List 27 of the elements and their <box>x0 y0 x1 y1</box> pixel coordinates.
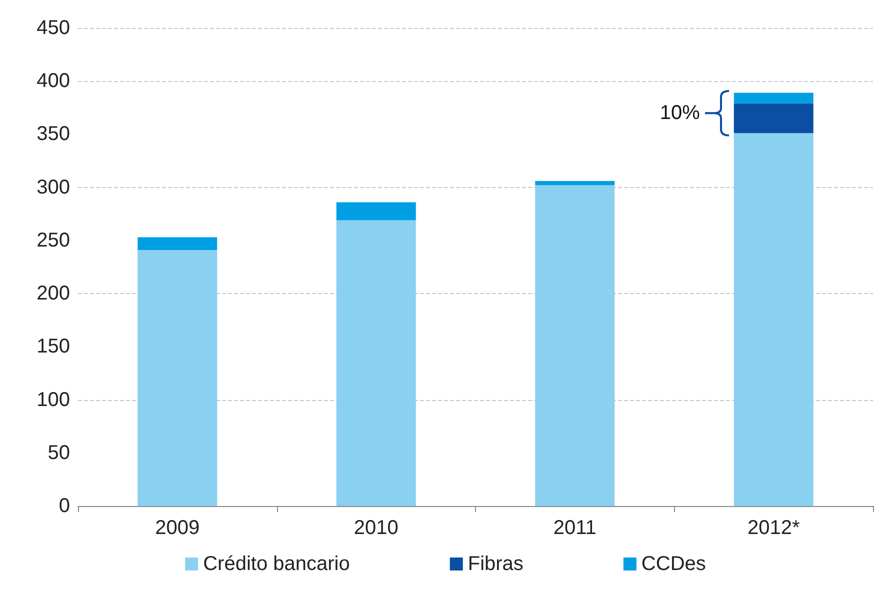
bar <box>138 250 218 506</box>
annotation: 10% <box>660 102 700 124</box>
x-tick-label: 2012* <box>747 517 800 539</box>
bar <box>535 185 615 506</box>
bar <box>336 220 416 506</box>
y-tick-label: 250 <box>36 229 70 252</box>
y-tick-label: 150 <box>36 336 70 358</box>
x-tick-label: 2011 <box>553 517 596 539</box>
bar <box>734 92 814 104</box>
y-tick-label: 450 <box>36 17 70 39</box>
y-tick-label: 50 <box>48 442 70 464</box>
y-tick-label: 400 <box>36 70 70 92</box>
legend-label: Fibras <box>468 553 524 575</box>
y-tick-label: 0 <box>58 495 70 517</box>
y-tick-label: 300 <box>36 176 70 198</box>
y-tick-label: 200 <box>36 282 70 305</box>
legend-label: Crédito bancario <box>203 553 350 575</box>
bar <box>535 180 615 186</box>
y-tick-label: 100 <box>36 388 70 411</box>
bar <box>138 237 218 250</box>
x-tick-label: 2009 <box>155 517 200 539</box>
legend-label: CCDes <box>641 553 706 575</box>
bar <box>336 202 416 220</box>
bar <box>734 103 814 134</box>
bar <box>734 133 814 506</box>
x-tick-label: 2010 <box>354 517 398 539</box>
y-tick-label: 350 <box>36 123 70 146</box>
